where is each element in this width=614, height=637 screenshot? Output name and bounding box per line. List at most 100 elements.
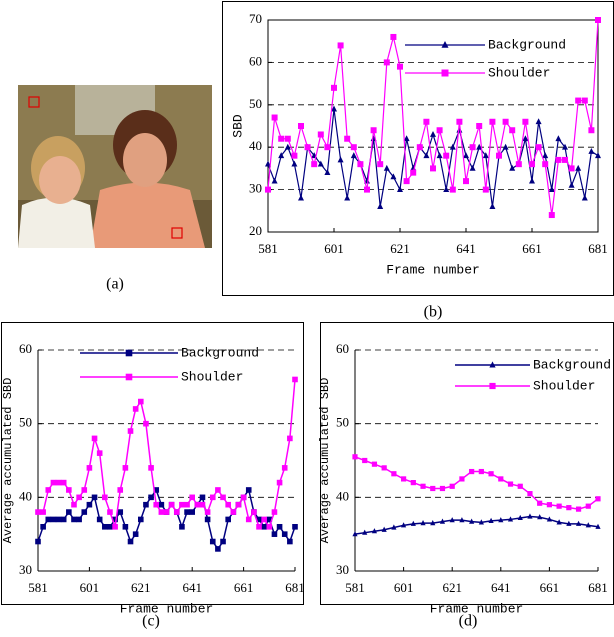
data-point (586, 504, 591, 509)
data-point (547, 502, 552, 507)
data-point (443, 186, 449, 192)
data-point (509, 127, 515, 133)
data-point (272, 178, 278, 184)
data-point (479, 469, 484, 474)
x-tick-label: 621 (442, 580, 462, 595)
data-point (291, 161, 297, 167)
data-point (498, 476, 503, 481)
data-point (107, 509, 113, 515)
data-point (562, 157, 568, 163)
photo-mother-body (90, 183, 205, 249)
data-point (287, 436, 293, 442)
data-point (476, 123, 482, 129)
y-axis-title: Average accumulated SBD (1, 378, 15, 544)
x-tick-label: 641 (456, 241, 476, 256)
photo-mother-face (123, 133, 167, 187)
x-tick-label: 581 (258, 241, 278, 256)
data-point (338, 42, 344, 48)
data-point (344, 195, 350, 201)
data-point (215, 546, 221, 552)
data-point (595, 496, 600, 501)
y-tick-label: 20 (249, 223, 262, 238)
y-tick-label: 30 (249, 181, 262, 196)
data-point (443, 153, 449, 159)
data-point (331, 85, 337, 91)
data-point (384, 165, 390, 171)
data-point (489, 119, 495, 125)
data-point (251, 509, 257, 515)
data-point (210, 539, 216, 545)
data-point (61, 517, 67, 523)
data-point (66, 509, 72, 515)
y-tick-label: 40 (336, 488, 349, 503)
x-tick-label: 601 (324, 241, 344, 256)
data-point (404, 178, 410, 184)
data-point (81, 509, 87, 515)
data-point (184, 509, 190, 515)
data-point (509, 165, 515, 171)
data-point (311, 161, 317, 167)
legend-label: Background (488, 37, 566, 52)
x-tick-label: 681 (285, 580, 305, 595)
data-point (351, 144, 357, 150)
data-point (51, 480, 57, 486)
data-point (205, 517, 211, 523)
data-point (40, 524, 46, 530)
data-point (518, 484, 523, 489)
data-point (236, 502, 242, 508)
data-point (588, 148, 594, 154)
data-point (225, 502, 231, 508)
data-point (555, 157, 561, 163)
data-point (220, 539, 226, 545)
data-point (138, 399, 144, 405)
data-point (92, 495, 98, 501)
data-point (215, 487, 221, 493)
y-tick-label: 40 (19, 488, 32, 503)
data-point (164, 509, 170, 515)
data-point (397, 186, 403, 192)
y-tick-label: 50 (336, 415, 349, 430)
series-line (355, 516, 598, 534)
data-point (282, 531, 288, 537)
data-point (430, 486, 435, 491)
x-tick-label: 681 (588, 241, 608, 256)
x-axis-title: Frame number (386, 262, 480, 277)
data-point (508, 481, 513, 486)
data-point (362, 458, 367, 463)
x-tick-label: 661 (522, 241, 542, 256)
data-point (344, 136, 350, 142)
data-point (338, 156, 344, 162)
data-point (267, 524, 273, 530)
data-point (40, 509, 46, 515)
data-point (282, 465, 288, 471)
data-point (66, 487, 72, 493)
series-line (355, 457, 598, 509)
data-point (430, 131, 436, 137)
data-point (437, 152, 443, 158)
legend-label: Shoulder (533, 378, 595, 393)
data-point (205, 509, 211, 515)
data-point (169, 502, 175, 508)
data-point (87, 502, 93, 508)
data-point (384, 59, 390, 65)
data-point (576, 507, 581, 512)
data-point (588, 127, 594, 133)
legend-label: Shoulder (488, 65, 550, 80)
legend-label: Background (181, 345, 259, 360)
y-tick-label: 60 (19, 341, 32, 356)
data-point (76, 517, 82, 523)
data-point (397, 64, 403, 70)
data-point (272, 531, 278, 537)
data-point (305, 144, 311, 150)
data-point (423, 119, 429, 125)
data-point (298, 195, 304, 201)
data-point (117, 509, 123, 515)
data-point (117, 487, 123, 493)
data-point (357, 161, 363, 167)
data-point (246, 517, 252, 523)
y-tick-label: 60 (336, 341, 349, 356)
data-point (549, 186, 555, 192)
data-point (45, 487, 51, 493)
photo (18, 85, 212, 248)
data-point (483, 187, 489, 193)
